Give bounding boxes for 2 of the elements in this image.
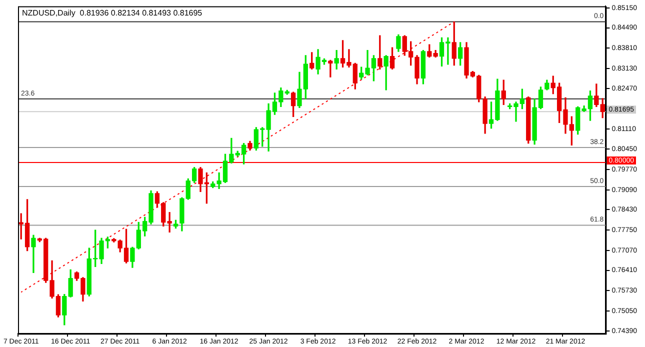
chart-title: NZDUSD,Daily 0.81936 0.82134 0.81493 0.81695 (22, 8, 203, 18)
candlestick (31, 234, 36, 274)
